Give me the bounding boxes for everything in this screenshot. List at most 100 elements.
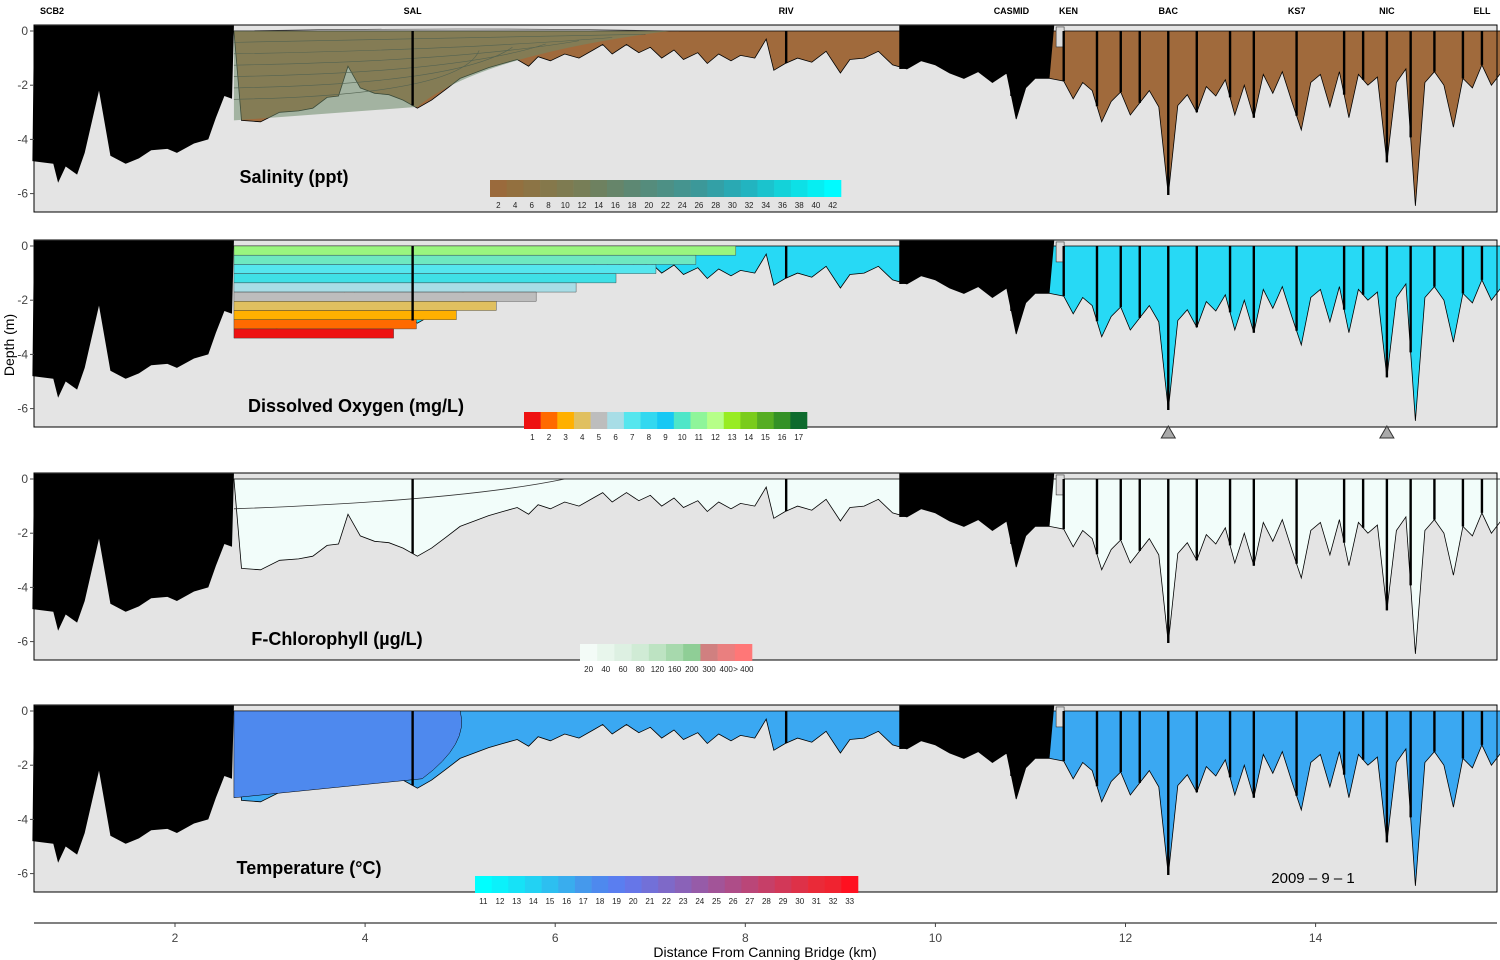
site-label-riv: RIV: [779, 6, 794, 16]
site-label-bac: BAC: [1159, 6, 1179, 16]
chlorophyll-panel-frame: [33, 472, 1498, 661]
salinity-colorbar-label: 20: [644, 201, 653, 210]
chlorophyll-mask-midreach: [899, 473, 1055, 568]
oxygen-colorbar-swatch: [524, 412, 541, 429]
salinity-colorbar-swatch: [724, 180, 742, 197]
y-tick-label: -4: [17, 812, 28, 826]
oxygen-contour-band: [233, 291, 537, 302]
y-tick-label: 0: [21, 704, 28, 718]
oxygen-colorbar-label: 14: [744, 433, 753, 442]
temperature-colorbar-label: 33: [845, 897, 854, 906]
oxygen-marker-triangle: [1160, 425, 1177, 439]
salinity-colorbar-swatch: [790, 180, 808, 197]
oxygen-marker-triangle: [1379, 425, 1395, 439]
salinity-colorbar-swatch: [523, 180, 541, 197]
temperature-colorbar-label: 28: [762, 897, 771, 906]
temperature-colorbar-swatch: [641, 876, 659, 893]
y-tick-label: -4: [17, 347, 28, 361]
y-tick-label: 0: [21, 24, 28, 38]
salinity-colorbar-label: 4: [513, 201, 518, 210]
chlorophyll-colorbar-label: 120: [651, 665, 665, 674]
salinity-colorbar-label: 12: [577, 201, 586, 210]
salinity-saline-wedge: [233, 31, 670, 121]
temperature-colorbar-swatch: [774, 876, 792, 893]
oxygen-mask-midreach: [899, 240, 1055, 335]
temperature-colorbar-swatch: [624, 876, 642, 893]
oxygen-colorbar-swatch: [740, 412, 758, 429]
temperature-colorbar-label: 21: [645, 897, 654, 906]
y-axis-label: Depth (m): [1, 314, 17, 376]
temperature-colorbar-label: 18: [595, 897, 604, 906]
oxygen-colorbar-label: 5: [597, 433, 602, 442]
temperature-colorbar-label: 23: [679, 897, 688, 906]
oxygen-colorbar-label: 3: [563, 433, 568, 442]
salinity-colorbar-label: 24: [678, 201, 687, 210]
temperature-colorbar-swatch: [558, 876, 576, 893]
salinity-colorbar-label: 8: [546, 201, 551, 210]
y-tick-label: -6: [17, 402, 28, 416]
salinity-panel-frame: [33, 24, 1498, 213]
salinity-contour-line: [233, 28, 679, 32]
salinity-colorbar-swatch: [540, 180, 558, 197]
temperature-colorbar-swatch: [741, 876, 759, 893]
salinity-colorbar-label: 6: [530, 201, 535, 210]
temperature-colorbar-swatch: [541, 876, 559, 893]
temperature-colorbar-label: 25: [712, 897, 721, 906]
temperature-colorbar-label: 29: [779, 897, 788, 906]
chlorophyll-colorbar-swatch: [580, 644, 598, 661]
oxygen-colorbar-swatch: [790, 412, 808, 429]
temperature-colorbar-label: 12: [496, 897, 505, 906]
temperature-colorbar-label: 19: [612, 897, 621, 906]
x-tick-label: 8: [742, 931, 749, 945]
oxygen-contour-band: [233, 319, 417, 330]
temperature-colorbar-label: 26: [729, 897, 738, 906]
temperature-colorbar-label: 30: [795, 897, 804, 906]
salinity-colorbar-swatch: [490, 180, 508, 197]
oxygen-colorbar-label: 2: [547, 433, 552, 442]
oxygen-colorbar-label: 8: [647, 433, 652, 442]
salinity-colorbar-label: 28: [711, 201, 720, 210]
y-tick-label: -6: [17, 867, 28, 881]
site-label-nic: NIC: [1379, 6, 1395, 16]
site-label-scb2: SCB2: [40, 6, 64, 16]
temperature-colorbar-swatch: [841, 876, 859, 893]
salinity-mask-midreach: [899, 25, 1055, 120]
salinity-colorbar-label: 2: [496, 201, 501, 210]
salinity-colorbar-label: 32: [745, 201, 754, 210]
oxygen-contour-band: [233, 328, 394, 339]
temperature-colorbar-label: 24: [695, 897, 704, 906]
temperature-colorbar-swatch: [491, 876, 509, 893]
chlorophyll-colorbar-label: 300: [702, 665, 716, 674]
temperature-colorbar-swatch: [708, 876, 726, 893]
oxygen-colorbar-swatch: [773, 412, 791, 429]
oxygen-colorbar-swatch: [590, 412, 608, 429]
salinity-colorbar-swatch: [774, 180, 792, 197]
y-tick-label: 0: [21, 239, 28, 253]
x-tick-label: 4: [362, 931, 369, 945]
date-label: 2009 – 9 – 1: [1271, 870, 1354, 887]
y-tick-label: -4: [17, 132, 28, 146]
salinity-mask-upstream: [32, 25, 234, 183]
temperature-colorbar-swatch: [724, 876, 742, 893]
salinity-colorbar-label: 42: [828, 201, 837, 210]
oxygen-colorbar-swatch: [707, 412, 725, 429]
temperature-colorbar-label: 11: [479, 897, 488, 906]
salinity-colorbar-swatch: [757, 180, 775, 197]
x-tick-label: 10: [929, 931, 943, 945]
chlorophyll-colorbar-swatch: [614, 644, 632, 661]
oxygen-colorbar-swatch: [540, 412, 558, 429]
oxygen-colorbar-swatch: [573, 412, 591, 429]
oxygen-colorbar-swatch: [690, 412, 708, 429]
salinity-colorbar-swatch: [573, 180, 591, 197]
salinity-colorbar-label: 40: [811, 201, 820, 210]
chlorophyll-colorbar-label: 200: [685, 665, 699, 674]
salinity-colorbar-swatch: [807, 180, 825, 197]
temperature-colorbar-swatch: [674, 876, 692, 893]
oxygen-contour-band: [233, 273, 617, 284]
oxygen-contour-band: [233, 310, 457, 320]
chlorophyll-colorbar-label: > 400: [733, 665, 754, 674]
temperature-mask-upstream: [32, 705, 234, 863]
